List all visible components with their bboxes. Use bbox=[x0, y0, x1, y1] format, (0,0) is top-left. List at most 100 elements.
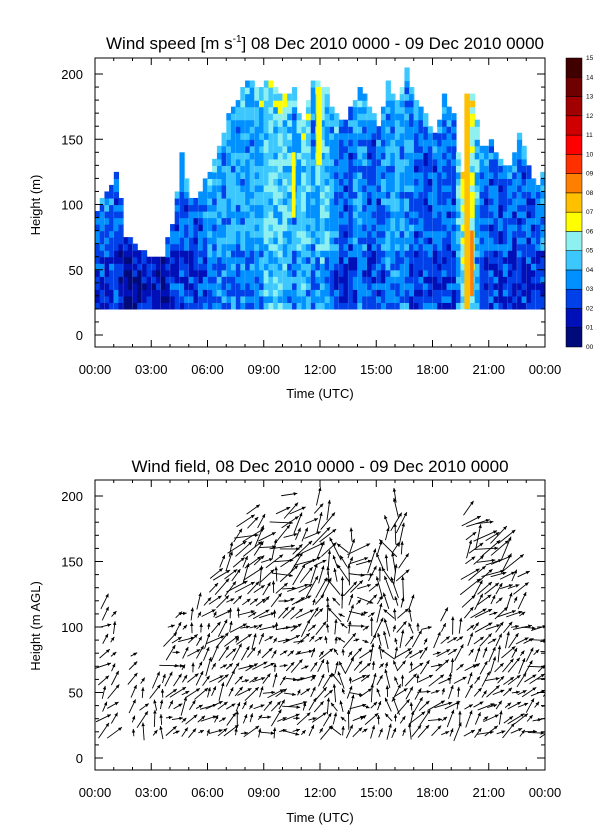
heatmap-cell bbox=[329, 171, 335, 179]
heatmap-cell bbox=[516, 302, 523, 310]
wind-field-y-tick-label: 100 bbox=[61, 620, 83, 635]
heatmap-cell bbox=[376, 269, 382, 277]
heatmap-cell bbox=[127, 295, 134, 303]
heatmap-cell bbox=[324, 100, 330, 108]
heatmap-cell bbox=[441, 152, 448, 160]
heatmap-cell bbox=[184, 191, 190, 199]
heatmap-cell bbox=[212, 204, 218, 212]
heatmap-cell bbox=[376, 211, 382, 219]
heatmap-cell bbox=[263, 184, 270, 193]
heatmap-cell bbox=[277, 119, 284, 127]
heatmap-cell bbox=[521, 230, 527, 238]
heatmap-cell bbox=[357, 126, 363, 134]
wind-arrow-head bbox=[363, 728, 368, 733]
heatmap-cell bbox=[226, 145, 232, 153]
heatmap-cell bbox=[310, 269, 316, 277]
heatmap-cell bbox=[329, 295, 335, 303]
heatmap-cell bbox=[348, 295, 354, 303]
heatmap-cell bbox=[249, 289, 255, 297]
heatmap-cell bbox=[263, 152, 270, 160]
heatmap-cell bbox=[259, 119, 265, 127]
heatmap-cell bbox=[521, 152, 527, 160]
heatmap-cell bbox=[474, 171, 480, 179]
wind-arrow-head bbox=[192, 700, 196, 705]
wind-arrow-head bbox=[336, 543, 341, 548]
heatmap-cell bbox=[395, 224, 401, 232]
heatmap-cell bbox=[502, 250, 509, 258]
heatmap-cell bbox=[245, 197, 251, 206]
heatmap-cell bbox=[310, 119, 316, 127]
heatmap-cell bbox=[371, 256, 377, 264]
heatmap-cell bbox=[512, 204, 518, 212]
heatmap-cell bbox=[432, 269, 438, 277]
heatmap-cell bbox=[385, 100, 391, 108]
colorbar-swatch bbox=[565, 250, 583, 271]
colorbar-swatch bbox=[565, 327, 583, 348]
heatmap-cell bbox=[362, 217, 368, 225]
heatmap-cell bbox=[357, 243, 363, 251]
heatmap-cell bbox=[320, 165, 326, 173]
heatmap-cell bbox=[338, 145, 345, 153]
heatmap-cell bbox=[371, 197, 377, 206]
heatmap-cell bbox=[249, 302, 255, 310]
heatmap-cell bbox=[526, 211, 532, 219]
heatmap-cell bbox=[184, 211, 190, 219]
heatmap-cell bbox=[132, 256, 138, 264]
heatmap-cell bbox=[413, 217, 420, 225]
heatmap-cell bbox=[235, 243, 241, 251]
heatmap-cell bbox=[455, 302, 462, 310]
heatmap-cell bbox=[146, 289, 152, 297]
heatmap-cell bbox=[395, 282, 401, 290]
heatmap-cell bbox=[273, 256, 279, 264]
heatmap-cell bbox=[352, 204, 359, 212]
heatmap-cell bbox=[198, 191, 204, 199]
heatmap-cell bbox=[432, 211, 438, 219]
wind-arrow-head bbox=[327, 550, 332, 554]
heatmap-cell bbox=[287, 250, 293, 258]
heatmap-cell bbox=[409, 132, 415, 140]
heatmap-cell bbox=[282, 158, 288, 166]
heatmap-cell bbox=[409, 250, 415, 258]
heatmap-cell bbox=[127, 276, 134, 284]
heatmap-cell bbox=[207, 178, 213, 186]
heatmap-cell bbox=[502, 184, 509, 193]
heatmap-cell bbox=[254, 132, 260, 140]
wind-arrow-head bbox=[246, 646, 250, 651]
heatmap-cell bbox=[362, 243, 368, 251]
heatmap-cell bbox=[240, 243, 246, 251]
wind-arrow-head bbox=[456, 686, 461, 691]
heatmap-cell bbox=[385, 126, 391, 134]
heatmap-cell bbox=[273, 269, 279, 277]
heatmap-cell bbox=[240, 106, 246, 114]
heatmap-cell bbox=[455, 263, 462, 271]
heatmap-cell bbox=[277, 230, 284, 238]
heatmap-cell bbox=[263, 295, 270, 303]
heatmap-cell bbox=[315, 178, 321, 186]
wind-arrow-head bbox=[212, 662, 216, 667]
heatmap-cell bbox=[174, 197, 180, 206]
heatmap-cell bbox=[507, 243, 513, 251]
heatmap-cell bbox=[348, 139, 354, 147]
wind-arrow-head bbox=[274, 673, 278, 678]
heatmap-cell bbox=[221, 145, 227, 153]
wind-arrow-head bbox=[198, 592, 202, 597]
heatmap-cell bbox=[263, 145, 270, 153]
wind-arrow-head bbox=[308, 540, 313, 545]
heatmap-cell bbox=[310, 158, 316, 166]
heatmap-cell bbox=[380, 302, 387, 310]
heatmap-cell bbox=[184, 263, 190, 271]
heatmap-cell bbox=[357, 132, 363, 140]
heatmap-cell bbox=[371, 289, 377, 297]
wind-arrow-head bbox=[248, 541, 253, 546]
heatmap-cell bbox=[395, 276, 401, 284]
wind-arrow-head bbox=[403, 512, 407, 517]
heatmap-cell bbox=[305, 289, 312, 297]
heatmap-cell bbox=[202, 197, 209, 206]
wind-arrow-head bbox=[516, 690, 520, 695]
heatmap-cell bbox=[455, 289, 462, 297]
heatmap-cell bbox=[474, 217, 480, 225]
wind-arrow-head bbox=[194, 673, 199, 678]
heatmap-cell bbox=[352, 132, 359, 140]
heatmap-cell bbox=[366, 289, 373, 297]
heatmap-cell bbox=[334, 295, 340, 303]
